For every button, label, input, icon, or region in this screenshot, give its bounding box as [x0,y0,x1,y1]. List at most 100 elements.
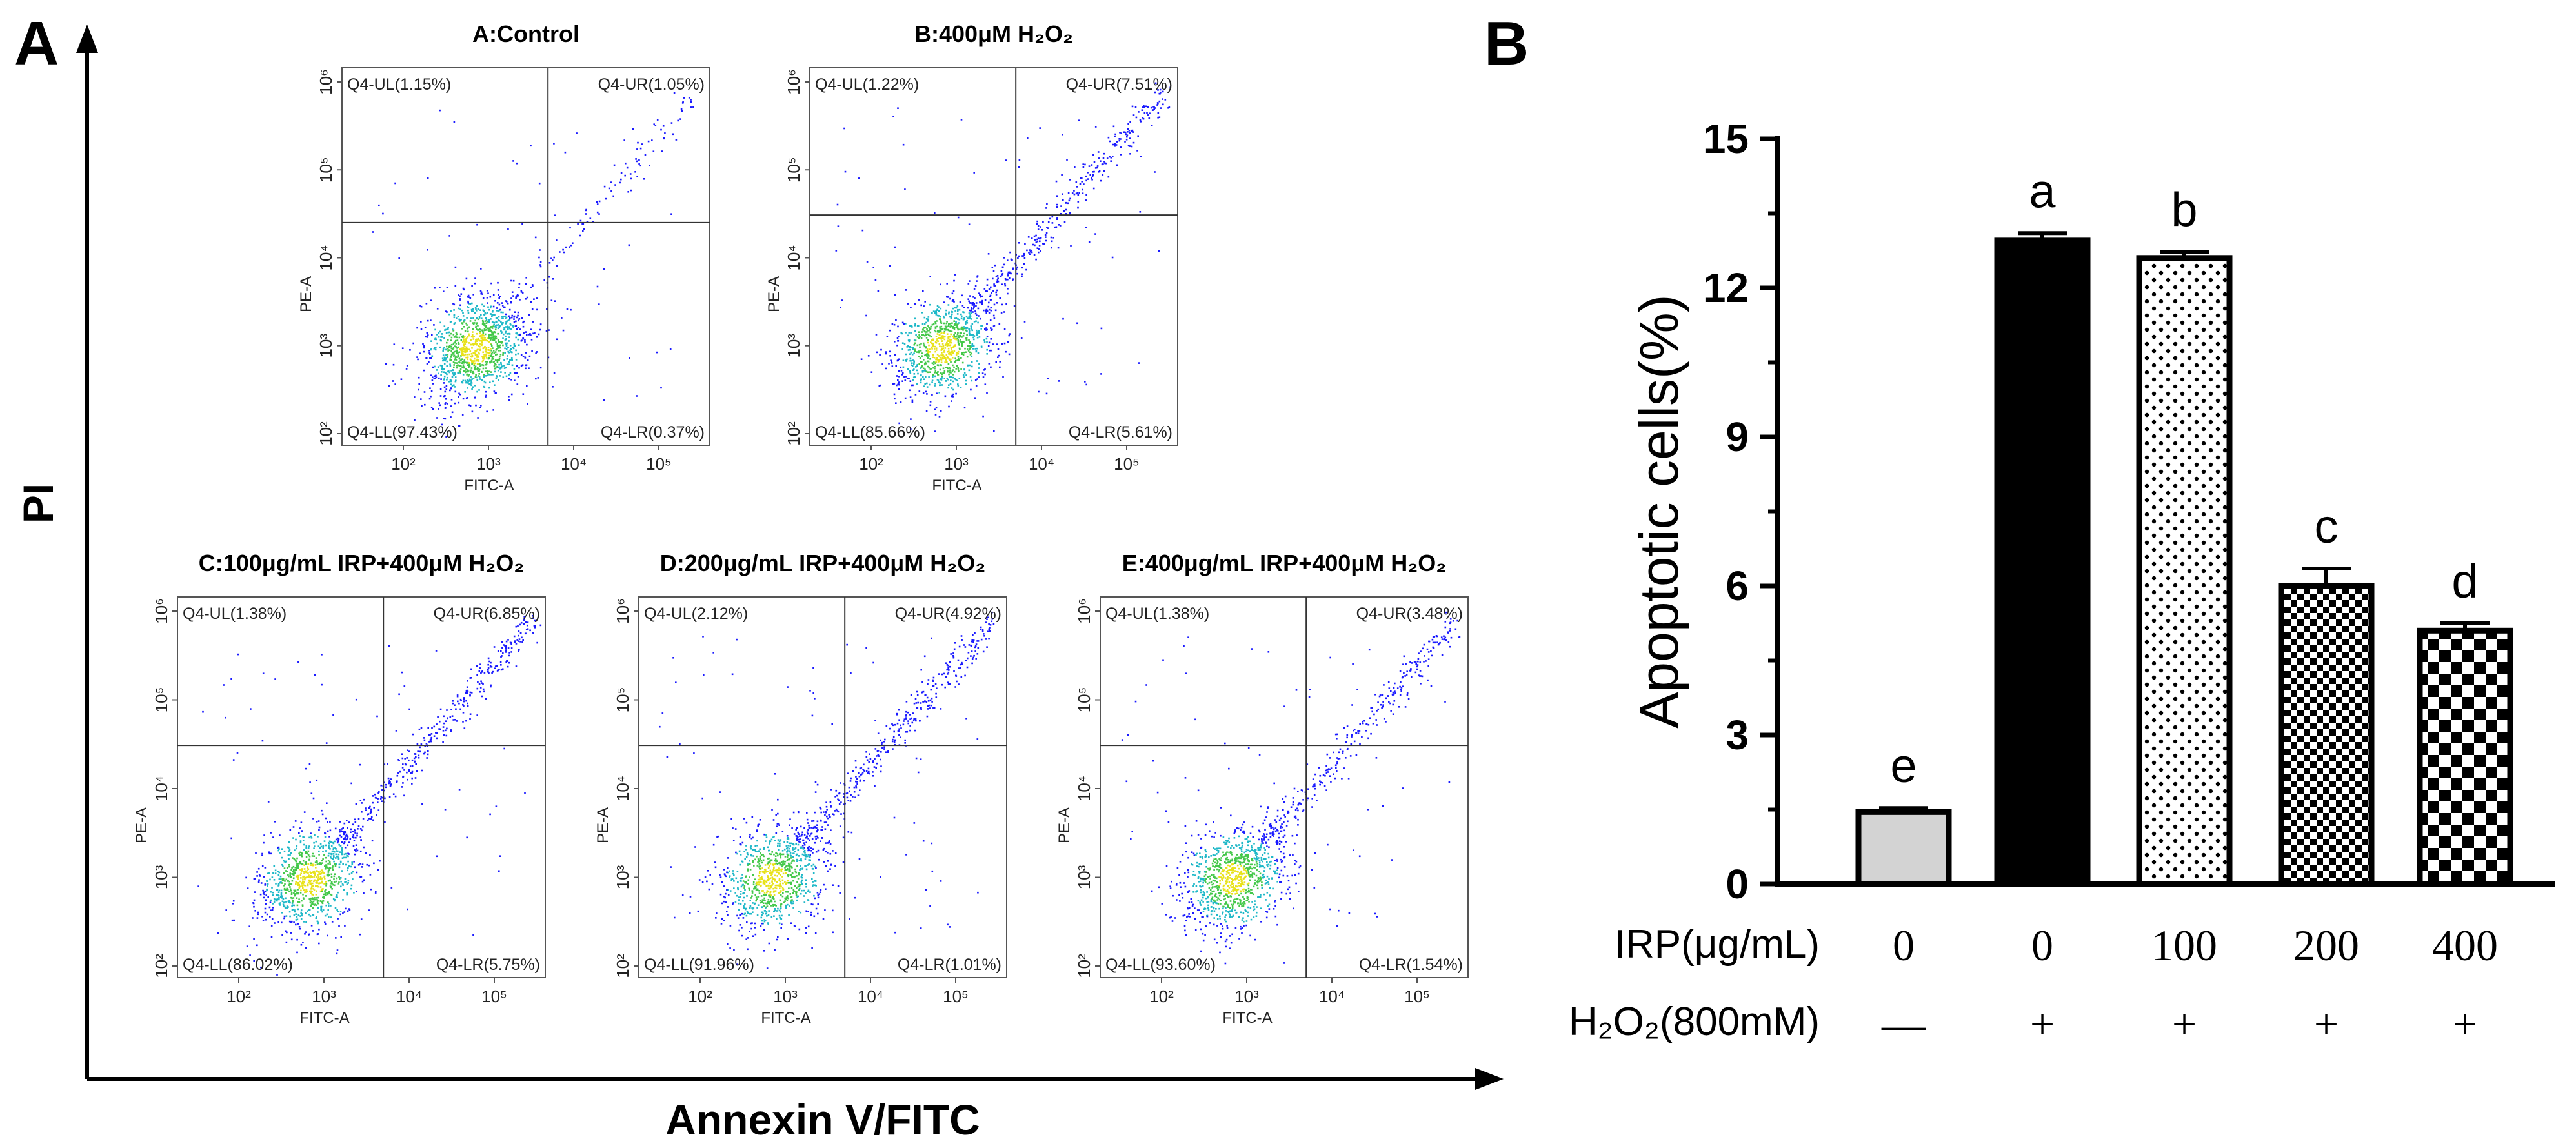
x-tick-label: 10² [1149,987,1174,1006]
panel-a-letter: A [14,9,59,78]
panel-a-y-arrowhead [76,25,98,53]
y-tick-label: 10² [152,954,171,978]
y-tick-label: 10⁴ [613,776,632,801]
category-label: 200 [2293,921,2359,970]
x-tick-label: 10⁴ [1319,987,1345,1006]
quadrant-ur-label: Q4-UR(6.85%) [434,605,540,623]
bar [2417,627,2513,887]
flow-y-label: PE-A [594,807,612,843]
y-tick-label: 10⁵ [1074,687,1094,713]
y-tick-label: 10⁴ [1074,776,1094,801]
y-tick-label: 10⁶ [1074,598,1094,624]
y-tick-label: 10⁵ [613,687,632,713]
significance-letter: e [1890,739,1917,792]
flow-plot-frame [341,67,710,446]
significance-letter: a [2029,164,2056,217]
flow-y-label: PE-A [765,276,783,312]
significance-letter: b [2171,183,2197,237]
flow-plot: C:100μg/mL IRP+400μM H₂O₂ Q4-UL(1.38%) Q4-… [133,550,546,1027]
y-tick-label: 10⁶ [784,69,803,95]
bar [1855,809,1952,887]
x-tick-label: 10⁵ [646,454,672,474]
flow-plot-frame [809,67,1178,446]
flow-plot-title: A:Control [472,21,579,47]
x-tick-label: 10³ [476,454,501,474]
y-tick-label: 10³ [152,865,171,889]
flow-plot-frame [177,596,546,978]
bar-y-tick-label: 0 [1726,861,1749,907]
y-tick-label: 10⁴ [316,245,336,270]
flow-x-label: FITC-A [1222,1009,1272,1027]
y-tick-label: 10⁴ [784,245,803,270]
x-tick-label: 10² [859,454,883,474]
x-tick-label: 10⁵ [943,987,969,1006]
panel-a-y-title: PI [14,483,62,523]
quadrant-ul-label: Q4-UL(1.15%) [347,76,451,94]
x-tick-label: 10⁴ [1029,454,1054,474]
category-label: 400 [2432,921,2498,970]
h2o2-sign: + [2453,1000,2477,1049]
h2o2-sign: + [2030,1000,2055,1049]
x-tick-label: 10³ [944,454,969,474]
y-tick-label: 10² [784,421,803,446]
flow-x-label: FITC-A [761,1009,810,1027]
irp-row-label: IRP(μg/mL) [1615,922,1820,967]
quadrant-ul-label: Q4-UL(2.12%) [644,605,748,623]
quadrant-ll-label: Q4-LL(86.02%) [183,956,293,974]
bar-y-tick-label: 15 [1703,116,1749,162]
category-label: 100 [2151,921,2217,970]
significance-letter: c [2315,499,2339,553]
quadrant-lr-label: Q4-LR(1.54%) [1359,956,1463,974]
flow-y-label: PE-A [1056,807,1073,843]
flow-plots: A:Control Q4-UL(1.15%) Q4-UR(1.05%) Q4-LL(9… [133,21,1469,1027]
flow-plot-frame [638,596,1007,978]
x-tick-label: 10² [226,987,251,1006]
y-tick-label: 10⁵ [316,157,336,183]
x-tick-label: 10⁵ [481,987,507,1006]
quadrant-ll-label: Q4-LL(97.43%) [347,423,458,441]
bar-y-tick-label: 9 [1726,414,1749,460]
x-tick-label: 10³ [1234,987,1259,1006]
significance-letter: d [2451,554,2478,608]
y-tick-label: 10² [613,954,632,978]
y-tick-label: 10² [1074,954,1094,978]
scatter-points [372,92,694,438]
x-tick-label: 10⁵ [1114,454,1140,474]
x-tick-label: 10³ [773,987,798,1006]
quadrant-ur-label: Q4-UR(7.51%) [1066,76,1172,94]
h2o2-sign: + [2172,1000,2197,1049]
scatter-points [659,611,995,969]
quadrant-ll-label: Q4-LL(91.96%) [644,956,754,974]
flow-plot: E:400μg/mL IRP+400μM H₂O₂ Q4-UL(1.38%) Q4-… [1056,550,1469,1027]
flow-x-label: FITC-A [299,1009,349,1027]
quadrant-lr-label: Q4-LR(0.37%) [601,423,705,441]
flow-plot-title: E:400μg/mL IRP+400μM H₂O₂ [1122,550,1447,576]
flow-plot-title: B:400μM H₂O₂ [914,21,1073,47]
y-tick-label: 10⁴ [152,776,171,801]
x-tick-label: 10⁴ [858,987,883,1006]
quadrant-ll-label: Q4-LL(93.60%) [1105,956,1216,974]
panel-a-x-arrowhead [1475,1068,1504,1090]
quadrant-ul-label: Q4-UL(1.38%) [183,605,287,623]
y-tick-label: 10⁶ [316,69,336,95]
h2o2-row-label: H₂O₂(800mM) [1569,1000,1820,1044]
flow-plot-title: D:200μg/mL IRP+400μM H₂O₂ [660,550,986,576]
scatter-points [197,614,542,976]
flow-x-label: FITC-A [464,477,514,494]
y-tick-label: 10⁶ [152,598,171,624]
y-tick-label: 10⁵ [784,157,803,183]
panel-b-letter: B [1484,9,1529,78]
bar-y-tick-label: 12 [1703,265,1749,311]
h2o2-sign: — [1881,1000,1926,1049]
flow-plot: A:Control Q4-UL(1.15%) Q4-UR(1.05%) Q4-LL(9… [297,21,710,494]
flow-plot-frame [1100,596,1469,978]
quadrant-ur-label: Q4-UR(3.48%) [1356,605,1463,623]
bar [2136,255,2233,887]
y-tick-label: 10⁵ [152,687,171,713]
quadrant-ul-label: Q4-UL(1.22%) [815,76,919,94]
flow-y-label: PE-A [133,807,150,843]
flow-x-label: FITC-A [932,477,981,494]
scatter-points [1121,611,1462,965]
quadrant-lr-label: Q4-LR(5.75%) [436,956,540,974]
